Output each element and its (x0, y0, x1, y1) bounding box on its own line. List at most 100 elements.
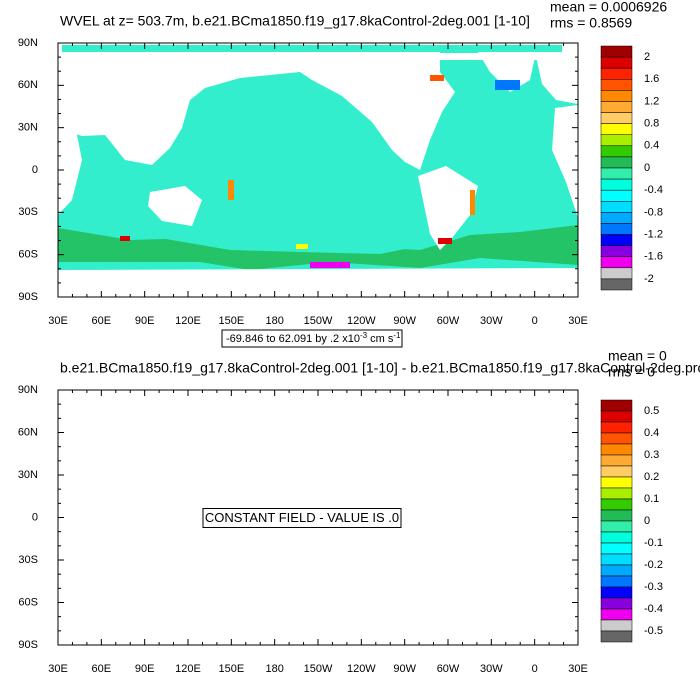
colorbar-label: 0.3 (644, 449, 659, 461)
colorbar-box (600, 223, 633, 235)
x-tick-label: 150E (218, 663, 244, 675)
colorbar-box (600, 443, 633, 456)
stat-text: rms = 0.8569 (550, 15, 632, 31)
colorbar-label: 0.4 (644, 427, 659, 439)
x-tick-label: 180 (265, 663, 283, 675)
colorbar-box (600, 145, 633, 158)
colorbar-box (600, 498, 633, 511)
x-tick-label: 0 (532, 663, 538, 675)
colorbar-box (600, 509, 633, 522)
x-tick-label: 30E (48, 315, 68, 327)
x-tick-label: 30E (568, 663, 588, 675)
colorbar-label: -0.4 (644, 184, 663, 196)
ocean-field (58, 45, 578, 297)
y-tick-label: 30N (18, 122, 38, 134)
colorbar-box (600, 101, 633, 113)
colorbar-label: -0.4 (644, 603, 663, 615)
x-tick-label: 60W (437, 663, 460, 675)
colorbar-label: 0.5 (644, 405, 659, 417)
colorbar-label: -0.5 (644, 625, 663, 637)
colorbar-box (600, 112, 633, 124)
colorbar-box (600, 421, 633, 434)
x-tick-label: 150W (304, 663, 333, 675)
colorbar-box (600, 79, 633, 91)
colorbar-label: -0.2 (644, 559, 663, 571)
y-tick-label: 90N (18, 37, 38, 49)
colorbar-box (600, 608, 633, 621)
colorbar-box (600, 399, 633, 412)
y-tick-label: 90S (18, 291, 38, 303)
x-tick-label: 150W (304, 315, 333, 327)
contour-info-box (221, 329, 403, 348)
y-tick-label: 90N (18, 384, 38, 396)
contour-info: -69.846 to 62.091 by .2 x10-3 cm s-1 (221, 329, 403, 348)
y-tick-label: 90S (18, 639, 38, 651)
colorbar-label: -0.1 (644, 537, 663, 549)
contour-info-part: cm s (367, 333, 394, 345)
colorbar-box (600, 619, 633, 632)
colorbar-label: 0.8 (644, 118, 659, 130)
colorbar-label: 2 (644, 51, 650, 63)
colorbar-box (600, 123, 633, 135)
x-tick-label: 30W (480, 663, 503, 675)
x-tick-label: 120W (347, 315, 376, 327)
colorbar-box (600, 212, 633, 224)
x-tick-label: 60E (92, 315, 112, 327)
colorbar-box (600, 45, 633, 58)
x-tick-label: 90E (135, 315, 155, 327)
colorbar-box (600, 575, 633, 588)
colorbar-label: 0.4 (644, 140, 659, 152)
x-tick-label: 90E (135, 663, 155, 675)
colorbar-box (600, 520, 633, 533)
colorbar-box (600, 67, 633, 80)
colorbar-label: -1.2 (644, 228, 663, 240)
y-tick-label: 0 (32, 164, 38, 176)
colorbar-box (600, 487, 633, 500)
x-tick-label: 60E (92, 663, 112, 675)
y-tick-label: 60N (18, 426, 38, 438)
annotation-box (202, 508, 402, 528)
y-tick-label: 30S (18, 206, 38, 218)
colorbar-box (600, 454, 633, 467)
colorbar-label: -2 (644, 273, 654, 285)
colorbar-label: -0.3 (644, 581, 663, 593)
colorbar-box (600, 432, 633, 445)
panel-title: WVEL at z= 503.7m, b.e21.BCma1850.f19_g1… (60, 13, 530, 29)
colorbar-box (600, 201, 633, 213)
colorbar-box (600, 234, 633, 246)
colorbar-box (600, 410, 633, 423)
contour-info-part: -69.846 to 62.091 by .2 x10 (226, 333, 360, 345)
colorbar-box (600, 564, 633, 577)
y-tick-label: 30N (18, 469, 38, 481)
x-tick-label: 60W (437, 315, 460, 327)
colorbar-box (600, 597, 633, 610)
x-tick-label: 0 (532, 315, 538, 327)
colorbar-box (600, 178, 633, 191)
contour-info-part: -3 (360, 331, 368, 340)
contour-info-text: -69.846 to 62.091 by .2 x10-3 cm s-1 (226, 331, 401, 345)
colorbar-label: 1.6 (644, 73, 659, 85)
colorbar-box (600, 245, 633, 257)
colorbar-box (600, 278, 633, 291)
colorbar-box (600, 531, 633, 544)
colorbar-box (600, 156, 633, 169)
panel-title: b.e21.BCma1850.f19_g17.8kaControl-2deg.0… (60, 360, 700, 376)
stat-text: mean = 0 (608, 348, 667, 364)
colorbar-box (600, 256, 633, 269)
colorbar-label: 0 (644, 515, 650, 527)
colorbar-label: 0.1 (644, 493, 659, 505)
colorbar-label: 1.2 (644, 95, 659, 107)
y-tick-label: 30S (18, 554, 38, 566)
colorbar-box (600, 630, 633, 643)
colorbar-label: -1.6 (644, 251, 663, 263)
x-tick-label: 30E (568, 315, 588, 327)
x-tick-label: 90W (393, 663, 416, 675)
colorbar-box (600, 476, 633, 489)
x-tick-label: 180 (265, 315, 283, 327)
colorbar-box (600, 586, 633, 599)
colorbar-box (600, 90, 633, 102)
y-tick-label: 60S (18, 249, 38, 261)
x-tick-label: 90W (393, 315, 416, 327)
